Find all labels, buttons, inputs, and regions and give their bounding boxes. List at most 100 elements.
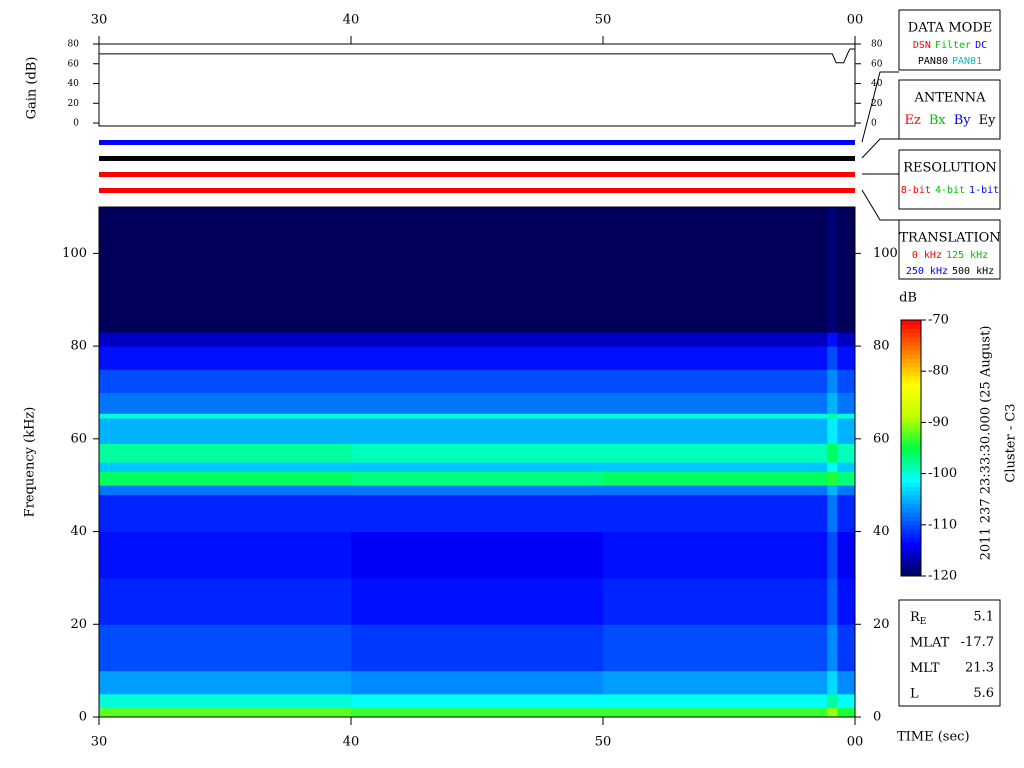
orbit-label-text: L bbox=[910, 686, 919, 701]
colorbar-segment bbox=[901, 546, 921, 551]
spectrogram-cell bbox=[99, 417, 352, 444]
y-tick-label: 20 bbox=[70, 617, 87, 632]
spectrogram-cell bbox=[603, 346, 828, 370]
spectrogram-cell bbox=[603, 670, 828, 695]
panel-item: Ey bbox=[979, 113, 996, 128]
spectrogram-cell bbox=[837, 346, 856, 370]
panel-item: 125 kHz bbox=[946, 250, 988, 261]
spectrogram-cell bbox=[351, 392, 604, 414]
spectrogram-cell bbox=[603, 417, 828, 444]
spectrogram-cell bbox=[99, 494, 352, 533]
x-tick-label: 30 bbox=[91, 735, 108, 750]
spectrogram-cell bbox=[99, 369, 352, 393]
colorbar-segment bbox=[901, 503, 921, 509]
colorbar-segment bbox=[901, 524, 921, 530]
colorbar-segment bbox=[901, 477, 921, 483]
x-tick-label: 40 bbox=[343, 735, 360, 750]
spectrogram-cell bbox=[351, 346, 604, 370]
orbit-label-text: MLAT bbox=[910, 635, 950, 650]
panel-item: Filter bbox=[935, 40, 971, 51]
spectrogram-cell bbox=[603, 531, 828, 579]
spectrogram-cell bbox=[603, 471, 828, 486]
colorbar-segment bbox=[901, 379, 921, 385]
spectrogram-cell bbox=[827, 207, 838, 333]
spectrogram-cell bbox=[837, 485, 856, 495]
panel-row: DSN Filter DC bbox=[913, 40, 987, 51]
mode-bar bbox=[99, 140, 855, 145]
spectrogram-cell bbox=[99, 531, 352, 579]
colorbar-segment bbox=[901, 337, 921, 342]
spectrogram-cell bbox=[827, 693, 838, 709]
colorbar-segment bbox=[901, 567, 921, 573]
colorbar-segment bbox=[901, 469, 921, 475]
x-tick-label: 00 bbox=[847, 13, 864, 28]
spectrogram-cell bbox=[99, 346, 352, 370]
spectrogram-cell bbox=[827, 577, 838, 625]
orbit-label-subscript: E bbox=[920, 617, 927, 627]
y-tick-label-right: 100 bbox=[873, 246, 898, 261]
colorbar-segment bbox=[901, 465, 921, 470]
colorbar-tick-label: -110 bbox=[928, 517, 957, 532]
colorbar-segment bbox=[901, 499, 921, 504]
y-tick-label-right: 20 bbox=[873, 617, 890, 632]
spectrogram-cell bbox=[837, 332, 856, 347]
spectrogram-cell bbox=[837, 417, 856, 444]
orbit-label: L bbox=[910, 686, 919, 701]
spectrogram-cell bbox=[603, 413, 828, 419]
connector bbox=[861, 189, 899, 221]
colorbar-segment bbox=[901, 516, 921, 522]
spectrogram-cell bbox=[837, 531, 856, 579]
colorbar-segment bbox=[901, 358, 921, 364]
spectrogram-cell bbox=[603, 707, 828, 718]
x-tick-label: 30 bbox=[91, 13, 108, 28]
panel-item: DSN bbox=[913, 40, 931, 51]
colorbar-segment bbox=[901, 341, 921, 347]
gain-axis-title: Gain (dB) bbox=[25, 57, 40, 120]
spectrogram-cell bbox=[351, 707, 604, 718]
colorbar-segment bbox=[901, 375, 921, 381]
spectrogram-cell bbox=[837, 392, 856, 414]
colorbar-segment bbox=[901, 384, 921, 389]
colorbar-segment bbox=[901, 550, 921, 556]
colorbar-segment bbox=[901, 388, 921, 394]
colorbar-segment bbox=[901, 430, 921, 436]
colorbar-segment bbox=[901, 443, 921, 449]
spectrogram-cell bbox=[837, 369, 856, 393]
spectrogram-cell bbox=[827, 417, 838, 444]
y-tick-label-right: 40 bbox=[873, 524, 890, 539]
spectrogram-cell bbox=[351, 369, 604, 393]
y-tick-label: 0 bbox=[73, 119, 79, 129]
colorbar-tick-label: -100 bbox=[928, 466, 957, 481]
spectrogram-cell bbox=[837, 207, 856, 333]
panel-item: 8-bit bbox=[901, 185, 931, 196]
colorbar-segment bbox=[901, 349, 921, 355]
panel-box bbox=[898, 149, 1001, 210]
spectrogram-cell bbox=[837, 577, 856, 625]
spectrogram-cell bbox=[99, 624, 352, 672]
spectrogram-cell bbox=[603, 443, 828, 463]
colorbar-segment bbox=[901, 396, 921, 402]
colorbar-segment bbox=[901, 541, 921, 547]
colorbar-segment bbox=[901, 448, 921, 453]
spectrogram-cell bbox=[99, 413, 352, 419]
colorbar-segment bbox=[901, 354, 921, 359]
panel-title: ANTENNA bbox=[913, 91, 986, 106]
colorbar-tick-label: -70 bbox=[928, 313, 949, 328]
spacecraft: Cluster - C3 bbox=[1004, 403, 1019, 482]
colorbar-segment bbox=[901, 413, 921, 419]
colorbar-segment bbox=[901, 529, 921, 534]
mode-bar bbox=[99, 188, 855, 193]
spectrogram-cell bbox=[827, 624, 838, 672]
colorbar-segment bbox=[901, 456, 921, 462]
colorbar-segment bbox=[901, 512, 921, 517]
panel-item: Bx bbox=[929, 113, 947, 128]
colorbar-segment bbox=[901, 490, 921, 496]
x-tick-label: 50 bbox=[595, 735, 612, 750]
spectrogram-cell bbox=[603, 332, 828, 347]
orbit-label-text: MLT bbox=[910, 661, 940, 676]
x-tick-label: 00 bbox=[847, 735, 864, 750]
y-tick-label-right: 0 bbox=[873, 710, 881, 725]
panel-item: 4-bit bbox=[935, 185, 965, 196]
spectrogram-cell bbox=[827, 369, 838, 393]
connector bbox=[861, 138, 899, 159]
